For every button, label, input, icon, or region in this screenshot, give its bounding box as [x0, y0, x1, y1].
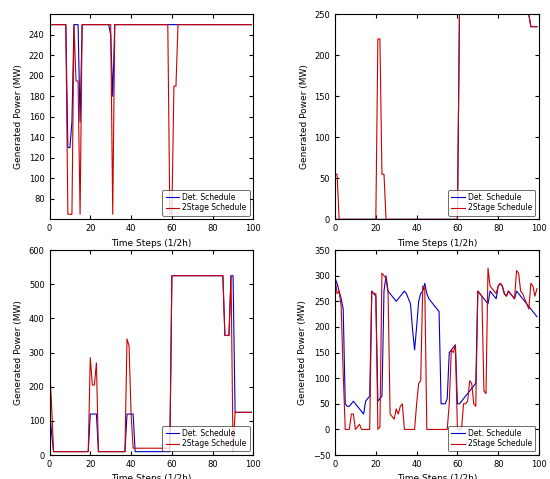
- 2Stage Schedule: [454, 217, 461, 222]
- 2Stage Schedule: [242, 410, 249, 415]
- Line: Det. Schedule: Det. Schedule: [50, 24, 251, 148]
- 2Stage Schedule: [236, 410, 243, 415]
- Line: Det. Schedule: Det. Schedule: [335, 14, 537, 219]
- Det. Schedule: [46, 22, 53, 27]
- 2Stage Schedule: [64, 211, 71, 217]
- 2Stage Schedule: [534, 285, 540, 291]
- Det. Schedule: [371, 217, 377, 222]
- 2Stage Schedule: [521, 11, 528, 17]
- 2Stage Schedule: [168, 273, 175, 279]
- 2Stage Schedule: [152, 445, 159, 451]
- Det. Schedule: [46, 406, 53, 412]
- 2Stage Schedule: [372, 217, 379, 222]
- X-axis label: Time Steps (1/2h): Time Steps (1/2h): [397, 239, 477, 248]
- Det. Schedule: [64, 145, 71, 150]
- Y-axis label: Generated Power (MW): Generated Power (MW): [300, 64, 309, 169]
- Det. Schedule: [152, 22, 159, 27]
- Det. Schedule: [360, 411, 367, 417]
- 2Stage Schedule: [381, 171, 387, 177]
- Det. Schedule: [95, 449, 102, 455]
- Det. Schedule: [383, 273, 389, 279]
- 2Stage Schedule: [336, 217, 343, 222]
- Det. Schedule: [456, 401, 463, 407]
- 2Stage Schedule: [46, 22, 53, 27]
- Line: Det. Schedule: Det. Schedule: [335, 276, 537, 414]
- Det. Schedule: [534, 314, 540, 319]
- 2Stage Schedule: [485, 265, 491, 271]
- Det. Schedule: [234, 22, 240, 27]
- Det. Schedule: [242, 410, 249, 415]
- 2Stage Schedule: [152, 22, 159, 27]
- Line: 2Stage Schedule: 2Stage Schedule: [50, 24, 251, 214]
- Det. Schedule: [95, 22, 102, 27]
- Text: (b)  Flexible Plant: (b) Flexible Plant: [384, 277, 491, 290]
- Det. Schedule: [519, 11, 526, 17]
- Det. Schedule: [332, 217, 338, 222]
- 2Stage Schedule: [456, 11, 463, 17]
- Det. Schedule: [440, 401, 447, 407]
- Det. Schedule: [456, 11, 463, 17]
- 2Stage Schedule: [248, 410, 255, 415]
- 2Stage Schedule: [87, 22, 94, 27]
- Y-axis label: Generated Power (MW): Generated Power (MW): [298, 300, 307, 405]
- Det. Schedule: [236, 410, 243, 415]
- Det. Schedule: [240, 22, 246, 27]
- 2Stage Schedule: [234, 22, 240, 27]
- Det. Schedule: [525, 11, 532, 17]
- X-axis label: Time Steps (1/2h): Time Steps (1/2h): [397, 475, 477, 479]
- 2Stage Schedule: [170, 273, 177, 279]
- X-axis label: Time Steps (1/2h): Time Steps (1/2h): [111, 475, 191, 479]
- 2Stage Schedule: [521, 296, 528, 302]
- 2Stage Schedule: [332, 171, 338, 177]
- 2Stage Schedule: [332, 275, 338, 281]
- 2Stage Schedule: [372, 291, 379, 297]
- Det. Schedule: [170, 273, 177, 279]
- Y-axis label: Generated Power (MW): Generated Power (MW): [14, 64, 23, 169]
- Line: 2Stage Schedule: 2Stage Schedule: [50, 276, 251, 452]
- Legend: Det. Schedule, 2Stage Schedule: Det. Schedule, 2Stage Schedule: [162, 426, 250, 451]
- Line: 2Stage Schedule: 2Stage Schedule: [335, 268, 537, 430]
- 2Stage Schedule: [454, 427, 461, 433]
- Det. Schedule: [452, 217, 459, 222]
- Det. Schedule: [436, 217, 442, 222]
- Det. Schedule: [168, 273, 175, 279]
- Legend: Det. Schedule, 2Stage Schedule: Det. Schedule, 2Stage Schedule: [448, 190, 535, 216]
- Line: Det. Schedule: Det. Schedule: [50, 276, 251, 452]
- Det. Schedule: [381, 288, 387, 294]
- 2Stage Schedule: [527, 281, 534, 286]
- Det. Schedule: [248, 410, 255, 415]
- 2Stage Schedule: [46, 365, 53, 371]
- 2Stage Schedule: [534, 24, 540, 30]
- 2Stage Schedule: [87, 355, 94, 361]
- Det. Schedule: [87, 22, 94, 27]
- Det. Schedule: [332, 275, 338, 281]
- Det. Schedule: [534, 24, 540, 30]
- Line: 2Stage Schedule: 2Stage Schedule: [335, 14, 537, 219]
- Legend: Det. Schedule, 2Stage Schedule: Det. Schedule, 2Stage Schedule: [448, 426, 535, 451]
- 2Stage Schedule: [342, 427, 349, 433]
- 2Stage Schedule: [527, 24, 534, 30]
- 2Stage Schedule: [95, 449, 102, 455]
- 2Stage Schedule: [248, 22, 255, 27]
- 2Stage Schedule: [240, 22, 246, 27]
- 2Stage Schedule: [438, 217, 444, 222]
- X-axis label: Time Steps (1/2h): Time Steps (1/2h): [111, 239, 191, 248]
- Text: (a)  Inflexible Plant: (a) Inflexible Plant: [95, 277, 208, 290]
- Det. Schedule: [50, 449, 57, 455]
- 2Stage Schedule: [168, 211, 175, 217]
- Legend: Det. Schedule, 2Stage Schedule: Det. Schedule, 2Stage Schedule: [162, 190, 250, 216]
- Det. Schedule: [152, 449, 159, 455]
- Det. Schedule: [521, 298, 528, 304]
- 2Stage Schedule: [95, 22, 102, 27]
- Det. Schedule: [248, 22, 255, 27]
- Det. Schedule: [87, 411, 94, 417]
- 2Stage Schedule: [381, 273, 387, 279]
- Det. Schedule: [378, 217, 385, 222]
- 2Stage Schedule: [438, 427, 444, 433]
- Det. Schedule: [168, 22, 175, 27]
- Det. Schedule: [527, 306, 534, 312]
- 2Stage Schedule: [50, 449, 57, 455]
- Y-axis label: Generated Power (MW): Generated Power (MW): [14, 300, 23, 405]
- Det. Schedule: [372, 293, 379, 299]
